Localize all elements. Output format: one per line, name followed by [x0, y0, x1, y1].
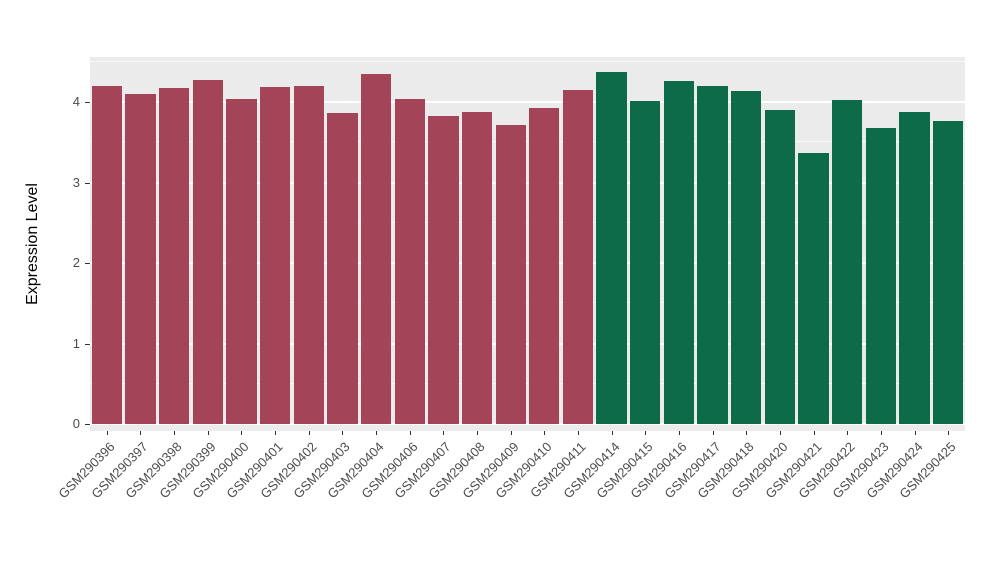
bar-GSM290414 — [596, 72, 627, 424]
x-tick-mark — [207, 431, 209, 435]
x-tick-mark — [914, 431, 916, 435]
x-tick-mark — [106, 431, 108, 435]
bar-GSM290407 — [428, 115, 459, 424]
bar-GSM290406 — [394, 98, 425, 424]
major-gridline — [90, 101, 965, 104]
bar-GSM290421 — [798, 152, 829, 424]
y-tick-mark — [85, 424, 90, 425]
x-tick-mark — [611, 431, 613, 435]
x-tick-mark — [241, 431, 243, 435]
bar-GSM290416 — [663, 81, 695, 424]
bar-GSM290418 — [731, 90, 762, 424]
x-tick-mark — [645, 431, 647, 435]
bar-GSM290400 — [226, 98, 257, 424]
bar-GSM290423 — [865, 127, 896, 424]
y-tick-mark — [85, 343, 90, 345]
x-tick-mark — [746, 431, 748, 435]
bar-GSM290417 — [697, 85, 728, 424]
major-gridline — [90, 342, 965, 345]
y-tick-label: 2 — [72, 255, 80, 271]
bar-GSM290424 — [899, 111, 930, 424]
major-gridline — [90, 423, 965, 425]
x-tick-mark — [544, 431, 546, 435]
x-tick-mark — [813, 431, 815, 435]
x-tick-mark — [140, 431, 142, 435]
x-tick-mark — [577, 431, 579, 435]
bar-GSM290402 — [293, 85, 324, 424]
minor-gridline — [90, 302, 965, 304]
y-tick-mark — [85, 263, 90, 265]
bar-GSM290396 — [91, 85, 122, 424]
x-tick-mark — [948, 431, 950, 435]
bar-GSM290409 — [495, 124, 526, 424]
y-tick-label: 0 — [72, 416, 80, 431]
bar-GSM290411 — [562, 90, 594, 424]
minor-gridline — [90, 382, 965, 384]
y-tick-label: 4 — [72, 94, 80, 110]
bar-GSM290425 — [933, 120, 964, 424]
x-tick-mark — [510, 431, 512, 435]
bar-GSM290398 — [158, 88, 190, 424]
bar-GSM290422 — [832, 100, 863, 424]
x-tick-mark — [779, 431, 781, 435]
x-tick-mark — [880, 431, 882, 435]
x-tick-mark — [678, 431, 680, 435]
bar-GSM290420 — [764, 110, 796, 424]
bar-GSM290408 — [461, 111, 493, 424]
bar-GSM290415 — [630, 101, 661, 424]
y-axis-title: Expression Level — [24, 183, 41, 305]
x-tick-mark — [275, 431, 277, 435]
x-tick-mark — [409, 431, 411, 435]
y-tick-label: 1 — [72, 335, 80, 351]
x-tick-mark — [376, 431, 378, 435]
bar-GSM290403 — [327, 112, 358, 424]
x-tick-mark — [342, 431, 344, 435]
bar-GSM290410 — [529, 107, 560, 424]
y-tick-mark — [85, 182, 90, 184]
bar-GSM290404 — [360, 73, 392, 424]
x-tick-mark — [712, 431, 714, 435]
x-tick-mark — [477, 431, 479, 435]
y-tick-mark — [85, 102, 90, 104]
minor-gridline — [90, 141, 965, 143]
minor-gridline — [90, 221, 965, 223]
minor-gridline — [90, 60, 965, 62]
y-tick-label: 3 — [72, 174, 80, 190]
major-gridline — [90, 181, 965, 184]
major-gridline — [90, 262, 965, 265]
bar-GSM290401 — [259, 86, 291, 424]
x-tick-mark — [174, 431, 176, 435]
bar-GSM290399 — [192, 79, 223, 424]
x-tick-mark — [847, 431, 849, 435]
plot-panel — [90, 57, 965, 431]
bar-GSM290397 — [125, 94, 156, 424]
x-tick-mark — [308, 431, 310, 435]
x-tick-mark — [443, 431, 445, 435]
